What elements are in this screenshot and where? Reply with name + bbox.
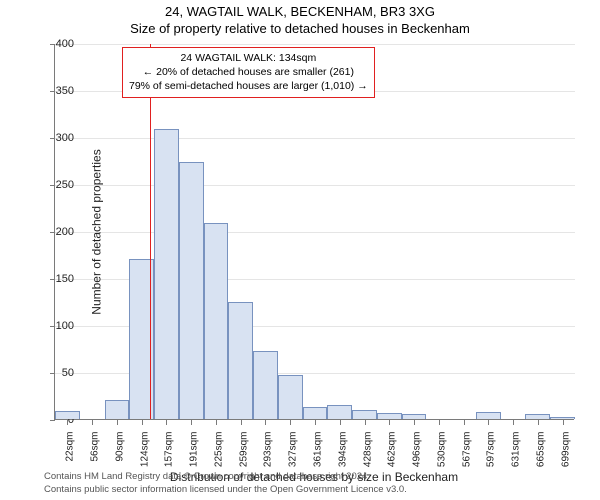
histogram-bar	[550, 417, 575, 419]
histogram-bar	[352, 410, 377, 419]
x-tick-mark	[117, 420, 118, 425]
x-tick-mark	[365, 420, 366, 425]
x-tick-mark	[241, 420, 242, 425]
x-tick-mark	[265, 420, 266, 425]
y-tick-label: 250	[34, 179, 74, 191]
x-tick-mark	[191, 420, 192, 425]
x-tick-mark	[414, 420, 415, 425]
y-tick-label: 350	[34, 85, 74, 97]
histogram-bar	[402, 414, 427, 419]
histogram-bar	[55, 411, 80, 419]
annotation-line1: 24 WAGTAIL WALK: 134sqm	[129, 51, 368, 65]
y-tick-label: 50	[34, 367, 74, 379]
y-tick-label: 400	[34, 38, 74, 50]
x-tick-mark	[166, 420, 167, 425]
x-tick-mark	[389, 420, 390, 425]
y-tick-label: 300	[34, 132, 74, 144]
x-tick-mark	[488, 420, 489, 425]
y-tick-label: 200	[34, 226, 74, 238]
histogram-bar	[525, 414, 550, 419]
x-tick-mark	[464, 420, 465, 425]
x-tick-mark	[92, 420, 93, 425]
x-tick-mark	[538, 420, 539, 425]
histogram-bar	[253, 351, 278, 419]
annotation-line3: 79% of semi-detached houses are larger (…	[129, 79, 368, 93]
reference-line	[150, 44, 151, 419]
chart-title-sub: Size of property relative to detached ho…	[0, 19, 600, 36]
plot-area: 22sqm56sqm90sqm124sqm157sqm191sqm225sqm2…	[54, 44, 574, 420]
gridline	[55, 44, 575, 45]
annotation-box: 24 WAGTAIL WALK: 134sqm ← 20% of detache…	[122, 47, 375, 98]
chart-container: 22sqm56sqm90sqm124sqm157sqm191sqm225sqm2…	[54, 44, 574, 420]
y-tick-label: 100	[34, 320, 74, 332]
histogram-bar	[278, 375, 303, 419]
x-tick-mark	[340, 420, 341, 425]
histogram-bar	[476, 412, 501, 419]
footer-line1: Contains HM Land Registry data © Crown c…	[44, 471, 407, 483]
x-tick-mark	[563, 420, 564, 425]
annotation-line2: ← 20% of detached houses are smaller (26…	[129, 65, 368, 79]
gridline	[55, 232, 575, 233]
histogram-bar	[327, 405, 352, 419]
histogram-bar	[303, 407, 328, 419]
x-tick-mark	[439, 420, 440, 425]
chart-title-main: 24, WAGTAIL WALK, BECKENHAM, BR3 3XG	[0, 0, 600, 19]
gridline	[55, 185, 575, 186]
histogram-bar	[228, 302, 253, 419]
footer-line2: Contains public sector information licen…	[44, 484, 407, 496]
histogram-bar	[179, 162, 204, 419]
histogram-bar	[154, 129, 179, 419]
histogram-bar	[105, 400, 130, 419]
x-tick-mark	[513, 420, 514, 425]
y-axis-title: Number of detached properties	[90, 149, 104, 314]
x-tick-mark	[142, 420, 143, 425]
x-tick-mark	[290, 420, 291, 425]
x-tick-mark	[315, 420, 316, 425]
histogram-bar	[204, 223, 229, 419]
footer-attribution: Contains HM Land Registry data © Crown c…	[44, 471, 407, 496]
histogram-bar	[377, 413, 402, 419]
y-tick-label: 150	[34, 273, 74, 285]
x-tick-mark	[216, 420, 217, 425]
gridline	[55, 138, 575, 139]
